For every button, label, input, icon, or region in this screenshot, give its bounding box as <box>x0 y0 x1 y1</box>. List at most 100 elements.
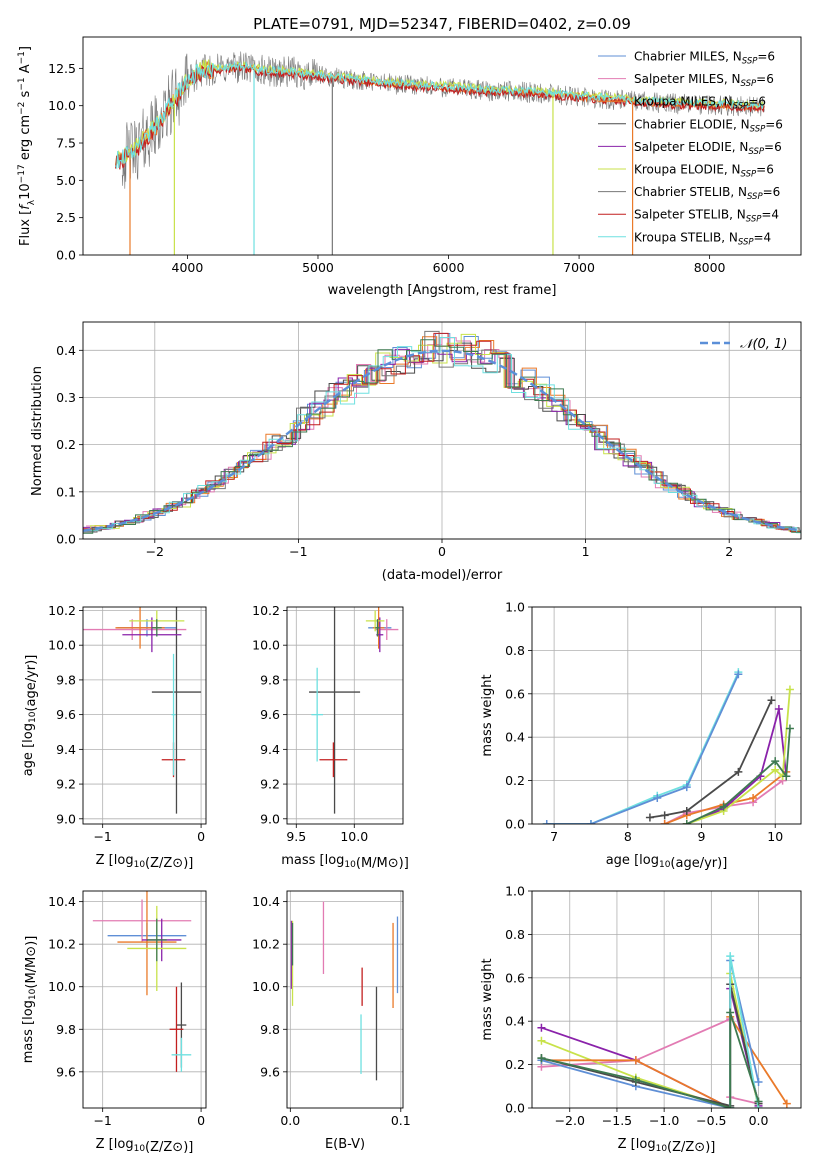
y-tick-label: 0.0 <box>56 248 76 263</box>
mass-weight-marker <box>653 793 662 802</box>
mass-weight-marker <box>749 793 758 802</box>
mass_weight_vs_age-xlabel: age [log10(age/yr)] <box>606 853 728 871</box>
mass-weight-marker <box>734 670 743 679</box>
x-tick-label: 0.0 <box>749 1113 769 1128</box>
y-tick-label: 0.3 <box>56 390 76 405</box>
axes-frame <box>286 606 404 825</box>
mass-weight-marker <box>726 1008 735 1017</box>
x-tick-label: 8000 <box>694 260 726 275</box>
y-tick-label: 0.4 <box>56 343 76 358</box>
mass-weight-marker <box>782 1099 791 1108</box>
mass-weight-marker <box>682 783 691 792</box>
x-tick-label: 8 <box>624 829 632 844</box>
mass-weight-line <box>541 1013 788 1108</box>
mass-weight-line <box>541 973 760 1108</box>
y-tick-label: 10.0 <box>48 98 76 113</box>
y-tick-label: 9.8 <box>56 1022 76 1037</box>
mass-weight-marker <box>660 811 669 820</box>
x-tick-label: 0.0 <box>280 1113 300 1128</box>
y-tick-label: 10.0 <box>48 979 76 994</box>
mass_vs_Z-panel: −1 0 9.6 9.8 10.0 10.2 10.4 Z [log10(Z/Z⊙)] mass… <box>21 890 207 1155</box>
x-tick-label: −1 <box>93 1113 111 1128</box>
x-tick-label: −1.0 <box>649 1113 679 1128</box>
mass-weight-marker <box>771 765 780 774</box>
mass-weight-marker <box>774 704 783 713</box>
y-tick-label: 0.0 <box>56 532 76 547</box>
y-tick-label: 10.4 <box>48 894 76 909</box>
x-tick-label: −2.0 <box>555 1113 585 1128</box>
residual-histogram <box>83 336 801 532</box>
x-tick-label: 5000 <box>302 260 334 275</box>
y-tick-label: 7.5 <box>56 136 76 151</box>
axes-frame <box>82 606 207 825</box>
y-tick-label: 9.2 <box>260 777 280 792</box>
axes-frame <box>531 890 802 1109</box>
y-tick-label: 0.0 <box>505 1101 525 1116</box>
x-tick-label: 2 <box>725 544 733 559</box>
y-tick-label: 1.0 <box>505 884 525 899</box>
mass-weight-marker <box>726 1104 735 1108</box>
axes-frame <box>82 890 207 1109</box>
spectrum-xlabel: wavelength [Angstrom, rest frame] <box>328 283 557 298</box>
mass-weight-marker <box>726 952 735 961</box>
y-tick-label: 10.2 <box>252 937 280 952</box>
x-tick-label: 9 <box>698 829 706 844</box>
y-tick-label: 10.0 <box>48 638 76 653</box>
y-tick-label: 0.2 <box>505 773 525 788</box>
x-tick-label: −0.5 <box>696 1113 726 1128</box>
mass-weight-marker <box>719 802 728 811</box>
legend-label: Salpeter MILES, NSSP=6 <box>634 72 774 89</box>
residuals-xlabel: (data-model)/error <box>382 568 503 583</box>
y-tick-label: 9.0 <box>56 811 76 826</box>
y-tick-label: 9.4 <box>56 742 76 757</box>
y-tick-label: 0.8 <box>505 643 525 658</box>
x-tick-label: 10.0 <box>340 829 368 844</box>
mass_vs_ebv-xlabel: E(B-V) <box>325 1137 365 1152</box>
age_vs_Z-xlabel: Z [log10(Z/Z⊙)] <box>96 853 194 871</box>
y-tick-label: 9.6 <box>56 1064 76 1079</box>
y-tick-label: 9.0 <box>260 811 280 826</box>
y-tick-label: 0.1 <box>56 484 76 499</box>
y-tick-label: 10.0 <box>252 979 280 994</box>
mass-weight-marker <box>682 820 691 824</box>
y-tick-label: 0.8 <box>505 927 525 942</box>
x-tick-label: 9.5 <box>286 829 306 844</box>
legend-label: Kroupa ELODIE, NSSP=6 <box>634 163 774 180</box>
y-tick-label: 9.8 <box>260 1022 280 1037</box>
legend-label: Chabrier STELIB, NSSP=6 <box>634 185 780 202</box>
legend-label: Salpeter STELIB, NSSP=4 <box>634 208 779 225</box>
x-tick-label: 0 <box>197 829 205 844</box>
spectrum-panel: 4000 5000 6000 7000 8000 0.0 2.5 5.0 7.5 10.0 12.5… <box>17 36 802 298</box>
mass_vs_ebv-panel: 0.0 0.1 9.6 9.8 10.0 10.2 10.4 E(B-V) <box>252 890 411 1152</box>
axes-frame <box>82 36 802 256</box>
residual-histogram <box>86 337 801 532</box>
axes-frame <box>82 321 802 540</box>
mass-weight-marker <box>537 1054 546 1063</box>
mass_vs_Z-ylabel: mass [log10(M/M⊙)] <box>21 936 39 1064</box>
axes-frame <box>531 606 802 825</box>
y-tick-label: 0.2 <box>505 1057 525 1072</box>
mass-weight-marker <box>631 1075 640 1084</box>
mass-weight-marker <box>754 1097 763 1106</box>
x-tick-label: −1 <box>289 544 307 559</box>
mass-weight-marker <box>771 757 780 766</box>
mass_weight_vs_age-ylabel: mass weight <box>480 674 495 756</box>
x-tick-label: 0 <box>438 544 446 559</box>
mass-weight-marker <box>631 1056 640 1065</box>
y-tick-label: 9.6 <box>260 1064 280 1079</box>
residuals-panel: −2 −1 0 1 2 0.0 0.1 0.2 0.3 0.4 𝒩(0, 1) (data-model… <box>30 321 802 583</box>
y-tick-label: 9.6 <box>260 707 280 722</box>
residual-histogram <box>83 348 801 532</box>
mass_weight_vs_Z-xlabel: Z [log10(Z/Z⊙)] <box>618 1137 716 1155</box>
y-tick-label: 0.2 <box>56 437 76 452</box>
mass_weight_vs_Z-panel: −2.0 −1.5 −1.0 −0.5 0.0 0.0 0.2 0.4 0.6 0.8 1.0 Z [… <box>480 884 802 1155</box>
legend-label: Kroupa STELIB, NSSP=4 <box>634 230 771 247</box>
mass-weight-marker <box>754 1077 763 1086</box>
mass-weight-marker <box>785 724 794 733</box>
y-tick-label: 12.5 <box>48 61 76 76</box>
mass_vs_Z-xlabel: Z [log10(Z/Z⊙)] <box>96 1137 194 1155</box>
y-tick-label: 2.5 <box>56 210 76 225</box>
y-tick-label: 9.6 <box>56 707 76 722</box>
